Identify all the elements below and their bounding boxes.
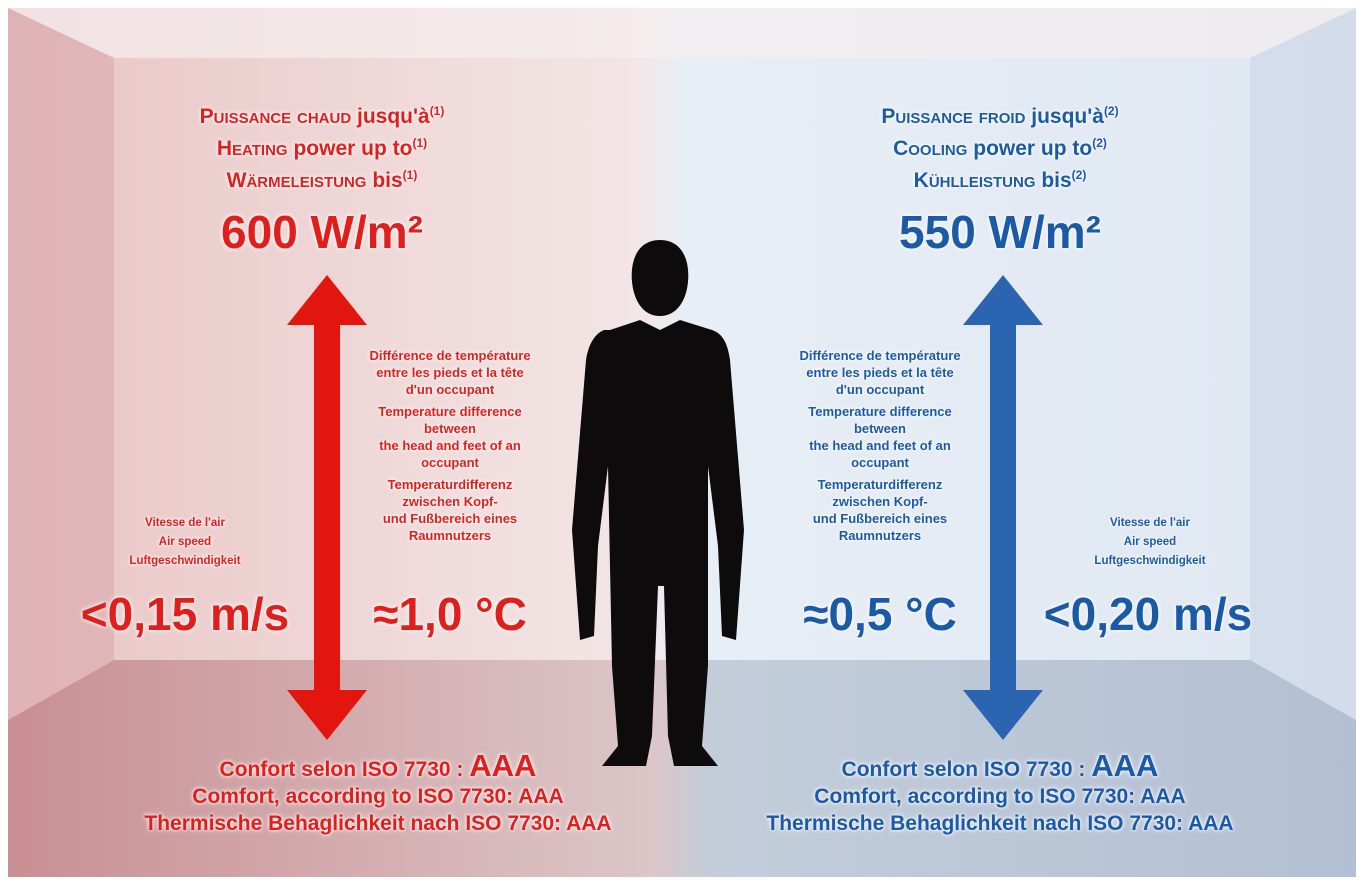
infographic: Puissance chaud jusqu'à(1)Heating power … [0,0,1364,885]
label-line: entre les pieds et la tête [369,364,530,381]
comfort-rating: AAA [1091,748,1158,783]
heading-text: jusqu'à [357,105,430,128]
comfort-line: Comfort, according to ISO 7730: AAA [144,783,611,810]
gradient-value: ≈0,5 °C [803,587,957,641]
power-value: 600 W/m² [221,205,423,259]
label-line: occupant [799,454,960,471]
comfort-rating: AAA [469,748,536,783]
label-line: d'un occupant [799,381,960,398]
heading-text: bis [372,169,402,192]
air-value: <0,15 m/s [81,587,289,641]
air-value: <0,20 m/s [1044,587,1252,641]
footnote-ref: (2) [1092,136,1107,150]
label-line: Vitesse de l'air [1094,514,1205,533]
heading-line: Puissance froid jusqu'à(2) [881,98,1118,130]
label-line: und Fußbereich eines [369,510,530,527]
comfort-line: Comfort, according to ISO 7730: AAA [766,783,1233,810]
footnote-ref: (1) [403,168,418,182]
footnote-ref: (2) [1104,104,1119,118]
label-line: d'un occupant [369,381,530,398]
label-line: between [369,420,530,437]
heading-line: Heating power up to(1) [200,130,445,162]
label-line: Différence de température [369,347,530,364]
comfort-text: Confort selon ISO 7730 : [842,758,1086,781]
label-line: Air speed [129,533,240,552]
label-line: Vitesse de l'air [129,514,240,533]
label-line: Raumnutzers [799,527,960,544]
heading: Puissance froid jusqu'à(2)Cooling power … [881,98,1118,194]
comfort-line: Confort selon ISO 7730 : AAA [144,752,611,783]
label-line: the head and feet of an [799,437,960,454]
heading-caps: Puissance chaud [200,105,352,128]
heading-line: Cooling power up to(2) [881,130,1118,162]
heading-line: Kühlleistung bis(2) [881,162,1118,194]
heading-caps: Kühlleistung [914,169,1036,192]
label-line: entre les pieds et la tête [799,364,960,381]
heading-text: bis [1041,169,1071,192]
label-line: und Fußbereich eines [799,510,960,527]
label-line: Luftgeschwindigkeit [129,552,240,571]
heading-line: Wärmeleistung bis(1) [200,162,445,194]
label-line: Temperaturdifferenz [799,476,960,493]
label-line: Temperaturdifferenz [369,476,530,493]
label-line: Luftgeschwindigkeit [1094,552,1205,571]
label-line: Différence de température [799,347,960,364]
power-value: 550 W/m² [899,205,1101,259]
heading-caps: Wärmeleistung [227,169,367,192]
heading-text: power up to [973,137,1092,160]
label-line: Temperature difference [799,403,960,420]
comfort-text: Confort selon ISO 7730 : [220,758,464,781]
comfort-line: Thermische Behaglichkeit nach ISO 7730: … [766,810,1233,837]
heading-text: power up to [293,137,412,160]
gradient-value: ≈1,0 °C [373,587,527,641]
heading-text: jusqu'à [1031,105,1104,128]
heading-caps: Heating [217,137,288,160]
heading-line: Puissance chaud jusqu'à(1) [200,98,445,130]
footnote-ref: (2) [1072,168,1087,182]
comfort-line: Thermische Behaglichkeit nach ISO 7730: … [144,810,611,837]
heading-caps: Cooling [893,137,967,160]
comfort-line: Confort selon ISO 7730 : AAA [766,752,1233,783]
footnote-ref: (1) [412,136,427,150]
label-line: Temperature difference [369,403,530,420]
footnote-ref: (1) [430,104,445,118]
label-line: occupant [369,454,530,471]
label-line: Raumnutzers [369,527,530,544]
label-line: the head and feet of an [369,437,530,454]
heading-caps: Puissance froid [881,105,1025,128]
label-line: zwischen Kopf- [799,493,960,510]
label-line: Air speed [1094,533,1205,552]
heading: Puissance chaud jusqu'à(1)Heating power … [200,98,445,194]
label-line: zwischen Kopf- [369,493,530,510]
label-line: between [799,420,960,437]
